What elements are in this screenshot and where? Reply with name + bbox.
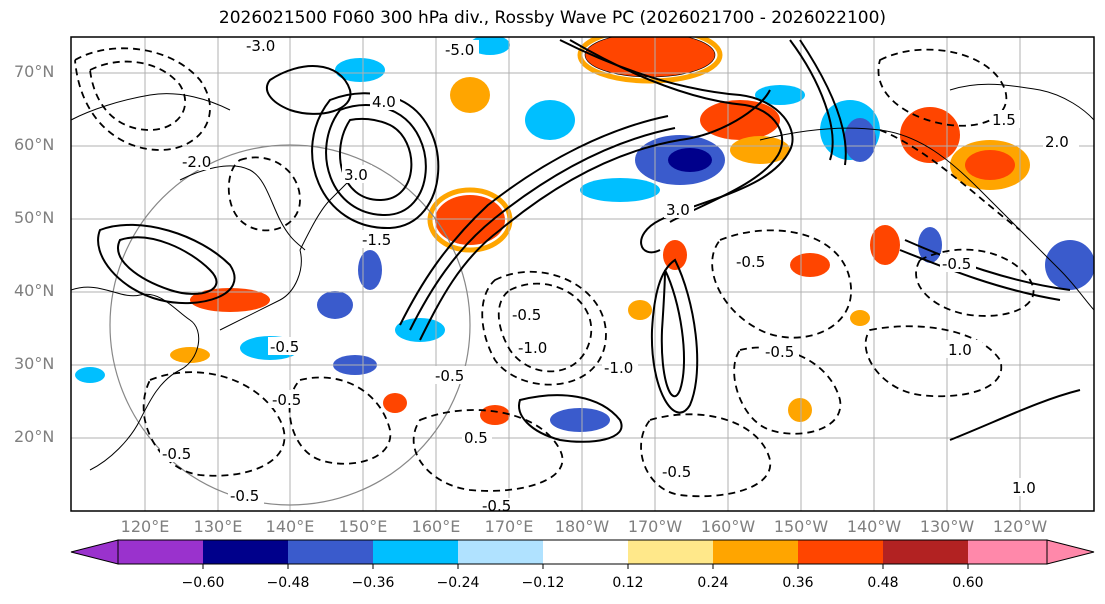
contour-label: -0.5 bbox=[512, 306, 541, 324]
contour-label: -2.0 bbox=[182, 153, 211, 171]
colorbar-tick-label: 0.12 bbox=[612, 575, 644, 591]
colorbar-ticks bbox=[202, 564, 969, 569]
dashed-contours bbox=[74, 47, 1035, 498]
latitude-label: 40°N bbox=[14, 281, 55, 300]
map-title: 2026021500 F060 300 hPa div., Rossby Wav… bbox=[218, 8, 887, 28]
contour-label: -0.5 bbox=[482, 497, 511, 515]
longitude-label: 160°W bbox=[700, 517, 756, 536]
contour-label: 4.0 bbox=[372, 93, 396, 111]
contour-label: -0.5 bbox=[272, 391, 301, 409]
longitude-label: 150°W bbox=[773, 517, 829, 536]
colorbar-tick-label: −0.24 bbox=[436, 575, 480, 591]
contour-label: -1.5 bbox=[362, 231, 391, 249]
longitude-label: 140°W bbox=[846, 517, 902, 536]
colorbar-bin bbox=[543, 540, 628, 564]
map-field: -3.0 -5.0 -2.0 2.0 4.0 3.0 3.0 -1.5 -0.5… bbox=[71, 37, 1094, 515]
colorbar-tick-label: 0.36 bbox=[782, 575, 814, 591]
longitude-label: 140°E bbox=[265, 517, 315, 536]
contour-label: -1.0 bbox=[604, 359, 633, 377]
latitude-label: 70°N bbox=[14, 62, 55, 81]
contour-label: -0.5 bbox=[435, 367, 464, 385]
colorbar-bin bbox=[628, 540, 713, 564]
contour-label: -5.0 bbox=[445, 41, 474, 59]
longitude-label: 150°E bbox=[338, 517, 388, 536]
contour-label: -0.5 bbox=[270, 338, 299, 356]
contour-label: -3.0 bbox=[246, 37, 275, 55]
colorbar-bin bbox=[203, 540, 288, 564]
colorbar-tick-label: −0.60 bbox=[181, 575, 225, 591]
latitude-label: 50°N bbox=[14, 208, 55, 227]
colorbar-tick-label: −0.48 bbox=[266, 575, 310, 591]
colorbar-tick-label: 0.60 bbox=[952, 575, 984, 591]
longitude-label: 130°W bbox=[919, 517, 975, 536]
contour-label: 3.0 bbox=[666, 201, 690, 219]
longitude-label: 120°E bbox=[120, 517, 170, 536]
shading-layer bbox=[75, 37, 1094, 432]
contour-label: -0.5 bbox=[162, 445, 191, 463]
longitude-label: 130°E bbox=[193, 517, 243, 536]
latitude-label: 60°N bbox=[14, 135, 55, 154]
colorbar-max-extend bbox=[1046, 539, 1095, 565]
contour-label: -1.0 bbox=[518, 339, 547, 357]
colorbar-tick-label: 0.48 bbox=[867, 575, 899, 591]
colorbar-tick-label: −0.36 bbox=[351, 575, 395, 591]
longitude-label: 180°W bbox=[554, 517, 610, 536]
colorbar-tick-label: −0.12 bbox=[521, 575, 565, 591]
longitude-label: 170°E bbox=[484, 517, 534, 536]
contour-label: 3.0 bbox=[344, 166, 368, 184]
colorbar-bin bbox=[798, 540, 883, 564]
solid-contours bbox=[97, 39, 1081, 443]
colorbar-bin bbox=[883, 540, 968, 564]
latitude-label: 30°N bbox=[14, 354, 55, 373]
map-border bbox=[70, 36, 1095, 512]
graticule bbox=[71, 37, 1094, 511]
colorbar-bin bbox=[288, 540, 373, 564]
contour-label: 0.5 bbox=[464, 429, 488, 447]
reference-circle bbox=[109, 144, 471, 506]
contour-label: 1.5 bbox=[992, 111, 1016, 129]
latitude-label: 20°N bbox=[14, 427, 55, 446]
contour-label: 1.0 bbox=[948, 341, 972, 359]
contour-label: 1.0 bbox=[1012, 479, 1036, 497]
colorbar-min-extend bbox=[70, 539, 119, 565]
colorbar-bin bbox=[118, 540, 203, 564]
contour-label: -0.5 bbox=[765, 343, 794, 361]
longitude-label: 170°W bbox=[627, 517, 683, 536]
colorbar-bin bbox=[968, 540, 1047, 564]
colorbar-frame bbox=[117, 539, 1048, 565]
contour-label: -0.5 bbox=[942, 255, 971, 273]
contour-label: -0.5 bbox=[662, 463, 691, 481]
colorbar-bin bbox=[713, 540, 798, 564]
colorbar-bin bbox=[458, 540, 543, 564]
contour-label: -0.5 bbox=[230, 487, 259, 505]
contour-label: -0.5 bbox=[736, 253, 765, 271]
contour-label: 2.0 bbox=[1045, 133, 1069, 151]
longitude-label: 160°E bbox=[411, 517, 461, 536]
longitude-label: 120°W bbox=[992, 517, 1048, 536]
colorbar bbox=[70, 539, 1095, 569]
contour-label-group: -3.0 -5.0 -2.0 2.0 4.0 3.0 3.0 -1.5 -0.5… bbox=[160, 37, 1079, 515]
colorbar-bin bbox=[373, 540, 458, 564]
colorbar-tick-label: 0.24 bbox=[697, 575, 729, 591]
